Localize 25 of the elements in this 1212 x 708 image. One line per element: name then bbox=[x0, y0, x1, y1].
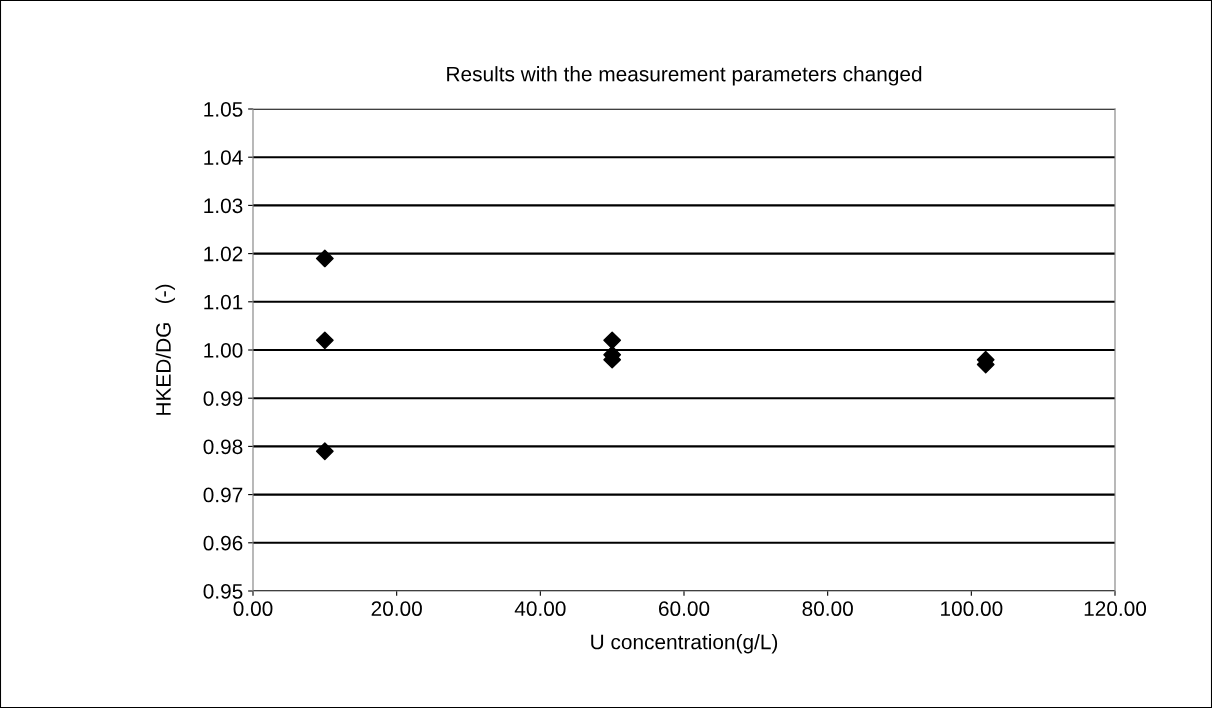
x-tick-label: 100.00 bbox=[941, 601, 1003, 617]
x-tick-label: 120.00 bbox=[1084, 601, 1147, 617]
x-tick-label: 80.00 bbox=[802, 601, 853, 617]
point bbox=[603, 331, 622, 350]
y-tick-label: 0.98 bbox=[203, 439, 243, 455]
x-tick-label: 20.00 bbox=[371, 601, 422, 617]
x-tick-label: 60.00 bbox=[658, 601, 710, 617]
point bbox=[315, 442, 334, 461]
chart-title: Results with the measurement parameters changed bbox=[447, 66, 922, 86]
y-tick-label: 1.00 bbox=[204, 343, 243, 358]
y-tick-label: 0.97 bbox=[203, 487, 243, 503]
y-axis-title: HKED/DG (-) bbox=[155, 284, 175, 415]
y-tick-label: 0.95 bbox=[203, 584, 243, 599]
x-tick-label: 0.00 bbox=[233, 601, 273, 617]
point bbox=[315, 249, 334, 268]
y-tick-label: 1.05 bbox=[204, 102, 243, 117]
point bbox=[315, 331, 334, 350]
y-tick-label: 1.02 bbox=[204, 246, 243, 262]
y-tick-label: 1.01 bbox=[204, 294, 243, 310]
y-tick-label: 1.03 bbox=[204, 198, 243, 214]
y-tick-label: 1.04 bbox=[204, 150, 243, 165]
x-tick-label: 40.00 bbox=[514, 601, 566, 617]
x-axis-title: U concentration(g/L) bbox=[591, 634, 778, 654]
y-tick-label: 0.99 bbox=[203, 391, 243, 406]
y-tick-label: 0.96 bbox=[203, 535, 243, 551]
